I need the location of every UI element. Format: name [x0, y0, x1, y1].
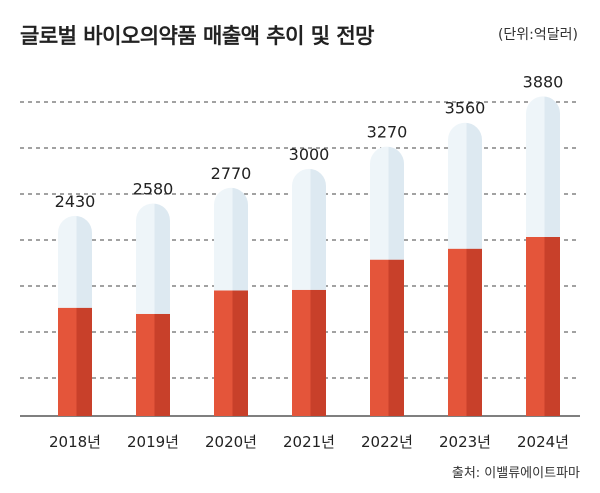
bar-fill — [214, 290, 248, 416]
value-label: 3000 — [289, 145, 330, 164]
bar-fill — [448, 248, 482, 416]
value-label: 3880 — [523, 72, 564, 91]
bar-fill — [370, 259, 404, 416]
x-tick-label: 2021년 — [283, 433, 335, 451]
bar-fill — [292, 289, 326, 416]
bar-fill — [526, 237, 560, 416]
value-label: 2430 — [55, 192, 96, 211]
source-label: 출처: 이밸류에이트파마 — [451, 466, 580, 481]
value-label: 2580 — [133, 179, 174, 198]
x-tick-label: 2024년 — [517, 433, 569, 451]
bar-fill — [136, 313, 170, 416]
x-tick-label: 2019년 — [127, 433, 179, 451]
x-tick-label: 2018년 — [49, 433, 101, 451]
unit-label: (단위:억달러) — [497, 27, 578, 43]
chart-title: 글로벌 바이오의약품 매출액 추이 및 전망 — [20, 24, 375, 48]
x-tick-label: 2022년 — [361, 433, 413, 451]
bar-fill — [58, 307, 92, 416]
x-tick-label: 2023년 — [439, 433, 491, 451]
value-label: 3270 — [367, 123, 408, 142]
value-label: 2770 — [211, 164, 252, 183]
value-label: 3560 — [445, 99, 486, 118]
x-tick-label: 2020년 — [205, 433, 257, 451]
